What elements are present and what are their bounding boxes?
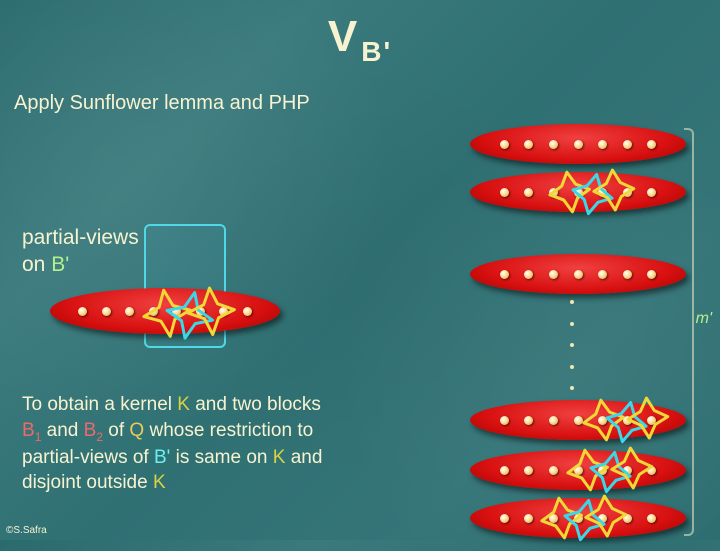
dot: [149, 307, 158, 316]
copyright-text: ©S.Safra: [6, 525, 47, 536]
bprime-text: B': [51, 253, 69, 276]
right-ellipse-2: [470, 172, 686, 212]
K-text: K: [177, 394, 190, 415]
dot: [243, 307, 252, 316]
B2-text: B2: [84, 420, 103, 441]
partial-views-line1: partial-views: [22, 224, 139, 251]
Bprime-text: B': [154, 447, 170, 468]
left-ellipse: [50, 288, 280, 334]
subtitle-text: Apply Sunflower lemma and PHP: [14, 92, 310, 115]
title-main: V: [328, 12, 359, 61]
conclusion-text: To obtain a kernel K and two blocks B1 a…: [22, 392, 422, 496]
partial-views-line2: on B': [22, 251, 139, 278]
dot: [196, 307, 205, 316]
dot: [125, 307, 134, 316]
dot: [219, 307, 228, 316]
slide-title: VB': [0, 12, 720, 68]
vertical-ellipsis: [570, 300, 574, 390]
left-ellipse-dots: [50, 288, 280, 334]
right-ellipse-4: [470, 400, 686, 440]
dot: [102, 307, 111, 316]
title-sub: B': [361, 36, 392, 67]
Q-text: Q: [129, 420, 144, 441]
dot: [78, 307, 87, 316]
m-prime-label: m': [696, 310, 712, 328]
right-ellipse-5: [470, 450, 686, 490]
right-ellipse-6: [470, 498, 686, 538]
right-ellipse-3: [470, 254, 686, 294]
B1-text: B1: [22, 420, 41, 441]
dot: [172, 307, 181, 316]
right-brace: [684, 128, 694, 536]
right-ellipse-1: [470, 124, 686, 164]
partial-views-label: partial-views on B': [22, 224, 139, 279]
